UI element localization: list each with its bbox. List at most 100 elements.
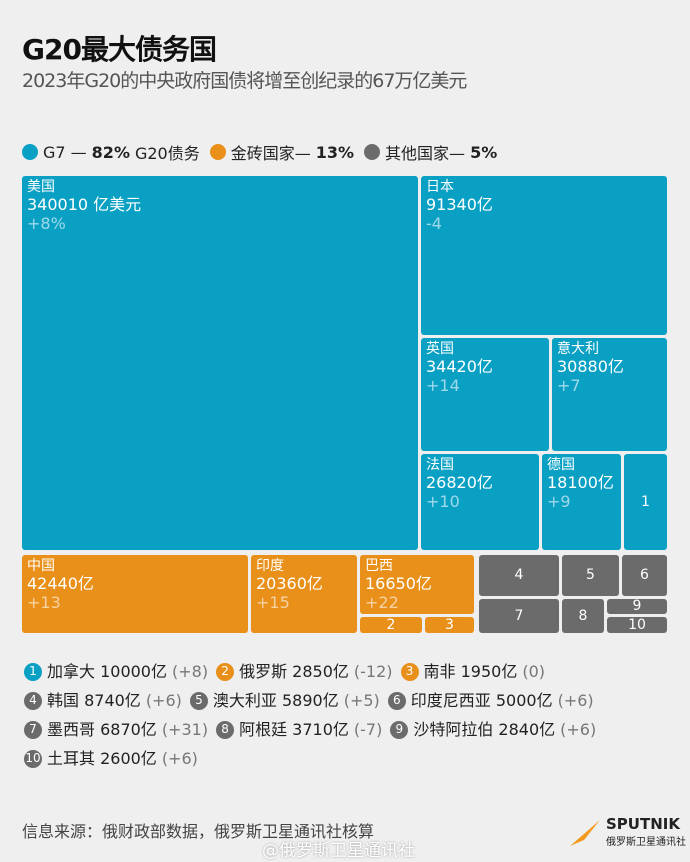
treemap-tile: 2 <box>360 617 422 633</box>
tile-country: 德国 <box>547 457 575 473</box>
tile-number: 3 <box>445 617 454 633</box>
list-item: 5 澳大利亚 5890亿 (+5) <box>189 686 380 715</box>
tile-change: +14 <box>426 376 460 395</box>
item-change: (+8) <box>172 662 209 681</box>
legend-dot-icon <box>22 144 38 160</box>
tile-number: 4 <box>514 567 524 583</box>
treemap-tile: 1 <box>624 454 667 550</box>
tile-number: 2 <box>386 617 396 633</box>
page-title: G20最大债务国 <box>22 33 217 66</box>
tile-change: +10 <box>426 492 460 511</box>
list-item: 4 韩国 8740亿 (+6) <box>24 686 182 715</box>
tile-change: +13 <box>27 593 61 612</box>
list-row: 4 韩国 8740亿 (+6) 5 澳大利亚 5890亿 (+5) 6 印度尼西亚 5000亿… <box>24 686 674 715</box>
list-item: 2 俄罗斯 2850亿 (-12) <box>216 657 393 686</box>
number-badge-icon: 3 <box>400 662 419 681</box>
list-item: 6 印度尼西亚 5000亿 (+6) <box>387 686 594 715</box>
legend-label: 金砖国家— <box>230 144 311 163</box>
treemap-tile: 法国 26820亿 +10 <box>421 454 539 550</box>
legend-percent: 5% <box>470 142 498 162</box>
legend-percent: 82% <box>91 142 130 162</box>
tile-country: 英国 <box>426 341 454 357</box>
tile-value: 42440亿 <box>27 574 94 593</box>
tile-country: 日本 <box>426 179 454 195</box>
tile-number: 10 <box>628 617 646 633</box>
tile-change: +7 <box>557 376 581 395</box>
legend-item: 金砖国家— 13% <box>209 140 354 164</box>
treemap-tile: 9 <box>607 599 667 614</box>
number-badge-icon: 1 <box>24 662 42 681</box>
treemap-tile: 美国 340010 亿美元 +8% <box>22 176 418 550</box>
legend-rest: G20债务 <box>134 144 200 163</box>
tile-value: 16650亿 <box>365 574 432 593</box>
list-item: 8 阿根廷 3710亿 (-7) <box>216 715 382 744</box>
tile-change: +15 <box>256 593 290 612</box>
sputnik-logo-icon <box>570 819 600 846</box>
legend: G7 — 82% G20债务 金砖国家— 13% 其他国家— 5% <box>22 140 497 164</box>
tile-value: 91340亿 <box>426 195 493 214</box>
list-item: 10 土耳其 2600亿 (+6) <box>24 744 198 773</box>
list-item: 3 南非 1950亿 (0) <box>400 657 545 686</box>
treemap-tile: 10 <box>607 617 667 633</box>
treemap-tile: 中国 42440亿 +13 <box>22 555 248 633</box>
tile-country: 美国 <box>27 179 55 195</box>
tile-number: 5 <box>586 567 595 583</box>
treemap-tile: 印度 20360亿 +15 <box>251 555 357 633</box>
tile-change: +22 <box>365 593 399 612</box>
list-row: 10 土耳其 2600亿 (+6) <box>24 744 674 773</box>
legend-label: 其他国家— <box>385 144 466 163</box>
number-badge-icon: 8 <box>216 720 235 739</box>
number-badge-icon: 7 <box>24 720 42 739</box>
tile-number: 8 <box>578 607 588 624</box>
number-badge-icon: 9 <box>390 720 409 739</box>
item-name: 澳大利亚 5890亿 <box>212 691 339 710</box>
tile-value: 18100亿 <box>547 473 614 492</box>
tile-value: 34420亿 <box>426 357 493 376</box>
number-badge-icon: 6 <box>387 691 406 710</box>
treemap-tile: 意大利 30880亿 +7 <box>552 338 667 451</box>
tile-change: +8% <box>27 214 66 233</box>
item-change: (+31) <box>161 720 209 739</box>
treemap-tile: 3 <box>425 617 474 633</box>
number-badge-icon: 10 <box>24 749 42 768</box>
tile-change: -4 <box>426 214 442 233</box>
treemap-tile: 德国 18100亿 +9 <box>542 454 621 550</box>
list-item: 9 沙特阿拉伯 2840亿 (+6) <box>390 715 596 744</box>
item-change: (+6) <box>145 691 182 710</box>
list-row: 7 墨西哥 6870亿 (+31) 8 阿根廷 3710亿 (-7) 9 沙特阿拉伯 2840… <box>24 715 674 744</box>
legend-dot-icon <box>209 144 226 160</box>
treemap-tile: 7 <box>479 599 559 633</box>
list-item: 1 加拿大 10000亿 (+8) <box>24 657 208 686</box>
treemap-tile: 巴西 16650亿 +22 <box>360 555 474 614</box>
tile-country: 巴西 <box>365 558 393 574</box>
subtitle: 2023年G20的中央政府国债将增至创纪录的67万亿美元 <box>22 70 467 92</box>
tile-change: +9 <box>547 492 571 511</box>
item-change: (0) <box>522 662 545 681</box>
item-change: (-7) <box>353 720 383 739</box>
number-badge-icon: 2 <box>216 662 235 681</box>
item-name: 加拿大 10000亿 <box>47 662 167 681</box>
logo-brand: SPUTNIK <box>606 815 680 833</box>
item-change: (+6) <box>557 691 594 710</box>
tile-country: 印度 <box>256 558 284 574</box>
tile-number: 7 <box>514 607 524 624</box>
tile-value: 26820亿 <box>426 473 493 492</box>
legend-dot-icon <box>364 144 381 160</box>
tile-value: 20360亿 <box>256 574 323 593</box>
tile-country: 意大利 <box>557 341 599 357</box>
tile-country: 法国 <box>426 457 454 473</box>
item-change: (+6) <box>161 749 198 768</box>
tile-number: 6 <box>640 567 649 583</box>
legend-item: G7 — 82% G20债务 <box>22 140 200 164</box>
item-change: (+5) <box>343 691 380 710</box>
treemap-tile: 日本 91340亿 -4 <box>421 176 667 335</box>
source-note: 信息来源：俄财政部数据，俄罗斯卫星通讯社核算 <box>22 822 375 841</box>
legend-item: 其他国家— 5% <box>364 140 497 164</box>
item-name: 俄罗斯 2850亿 <box>239 662 349 681</box>
list-row: 1 加拿大 10000亿 (+8) 2 俄罗斯 2850亿 (-12) 3 南非 1950亿(… <box>24 657 674 686</box>
tile-country: 中国 <box>27 558 55 574</box>
item-name: 南非 1950亿 <box>423 662 518 681</box>
item-name: 印度尼西亚 5000亿 <box>410 691 553 710</box>
item-name: 墨西哥 6870亿 <box>47 720 157 739</box>
